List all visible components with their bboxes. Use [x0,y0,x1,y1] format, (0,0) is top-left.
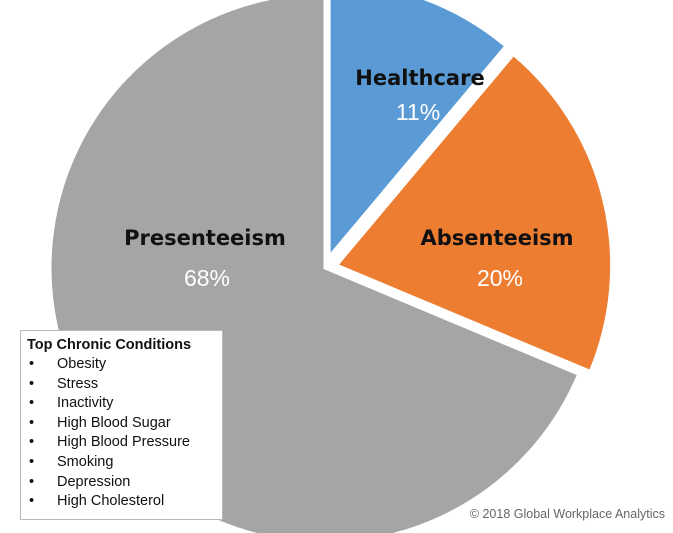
bullet-icon: • [29,473,35,490]
bullet-icon: • [29,356,35,372]
chronic-conditions-box: Top Chronic Conditions • Obesity • Stress • I… [20,330,223,520]
slice-label-presenteeism: Presenteeism [124,226,286,250]
bullet-icon: • [29,395,35,412]
condition-label: High Blood Pressure [57,434,190,451]
condition-item: • Depression [27,473,222,493]
condition-label: Inactivity [57,395,114,412]
pie-slice-absenteeism [334,52,614,374]
bullet-icon: • [29,453,35,470]
bullet-icon: • [29,493,35,510]
bullet-icon: • [29,434,35,451]
condition-item: • Smoking [27,453,222,473]
condition-label: High Cholesterol [57,493,165,510]
condition-label: Stress [57,375,99,392]
slice-percent-absenteeism: 20% [477,265,523,291]
condition-label: Smoking [57,453,114,470]
condition-item: • Obesity [27,355,222,375]
condition-item: • Inactivity [27,394,222,414]
condition-label: Obesity [57,356,107,372]
slice-label-absenteeism: Absenteeism [420,226,573,250]
slice-percent-healthcare: 11% [396,99,440,125]
copyright-notice: © 2018 Global Workplace Analytics [469,507,665,521]
pie-slice-healthcare [327,0,508,261]
bullet-icon: • [29,375,35,392]
condition-label: Depression [57,473,131,490]
slice-label-healthcare: Healthcare [355,66,484,90]
condition-item: • High Blood Sugar [27,414,222,434]
condition-item: • Stress [27,375,222,395]
condition-item: • High Cholesterol [27,492,222,512]
slice-percent-presenteeism: 68% [184,265,230,291]
bullet-icon: • [29,414,35,431]
condition-item: • High Blood Pressure [27,433,222,453]
condition-label: High Blood Sugar [57,414,171,431]
chronic-conditions-title: Top Chronic Conditions [27,337,192,353]
chronic-conditions-list: • Obesity • Stress • Inactivity • High Blood Su… [27,355,222,512]
